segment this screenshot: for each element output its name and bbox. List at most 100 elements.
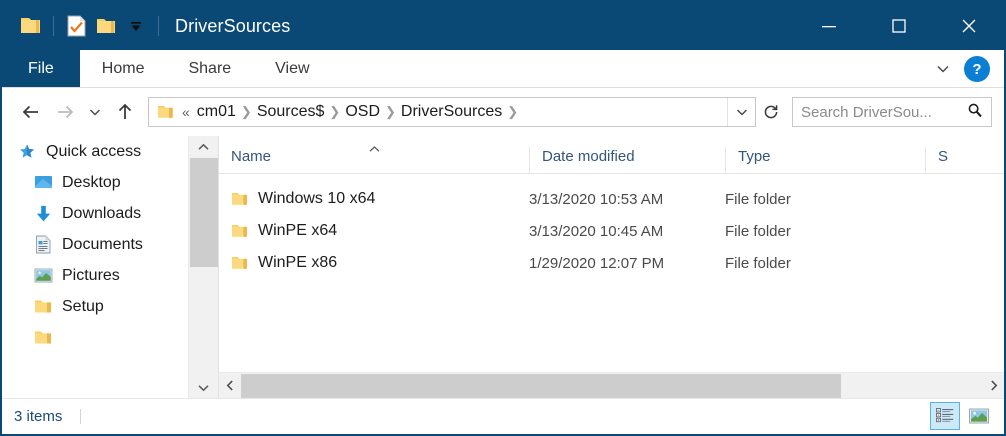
breadcrumb[interactable]: « cm01 ❯ Sources$ ❯ OSD ❯ DriverSources … — [148, 97, 756, 127]
file-name-label: WinPE x64 — [258, 222, 338, 239]
sidebar-item-label: Downloads — [62, 204, 142, 222]
window-title: DriverSources — [175, 15, 291, 36]
breadcrumb-dropdown-chevron-icon[interactable] — [727, 98, 755, 126]
tab-share[interactable]: Share — [188, 59, 232, 77]
navigation-pane: Quick access Desktop — [2, 136, 218, 398]
maximize-icon[interactable] — [864, 2, 934, 50]
date-modified-cell: 3/13/2020 10:53 AM — [529, 190, 664, 208]
breadcrumb-item-cm01[interactable]: cm01 — [196, 103, 236, 120]
properties-icon[interactable] — [61, 11, 91, 41]
column-headers: Name Date modified Type S — [219, 136, 1004, 174]
folder-icon — [32, 298, 54, 315]
file-name-cell[interactable]: WinPE x86 — [219, 254, 529, 272]
search-icon[interactable] — [967, 102, 983, 123]
table-row[interactable]: WinPE x64 3/13/2020 10:45 AM File folder — [219, 215, 1004, 247]
breadcrumb-item-osd[interactable]: OSD — [345, 103, 380, 120]
column-header-label: Type — [738, 147, 771, 165]
sidebar-item-documents[interactable]: Documents — [2, 229, 218, 260]
arrow-left-icon[interactable] — [14, 95, 48, 129]
refresh-icon[interactable] — [756, 97, 786, 127]
chevron-down-icon[interactable] — [189, 376, 219, 398]
column-header-name[interactable]: Name — [219, 145, 529, 173]
quick-access-toolbar: DriverSources — [2, 11, 290, 41]
folder-icon — [16, 11, 46, 41]
customize-qat-chevron-icon[interactable] — [121, 11, 151, 41]
close-icon[interactable] — [934, 2, 1004, 50]
file-list-pane: Name Date modified Type S — [218, 136, 1004, 398]
sidebar-item-downloads[interactable]: Downloads — [2, 198, 218, 229]
chevron-right-icon[interactable]: ❯ — [385, 104, 396, 119]
chevron-up-icon[interactable] — [189, 136, 219, 158]
star-icon — [16, 143, 38, 161]
search-placeholder: Search DriverSou... — [801, 103, 932, 121]
chevron-right-icon[interactable]: ❯ — [507, 104, 519, 119]
type-cell: File folder — [725, 254, 791, 272]
arrow-up-icon[interactable] — [108, 95, 142, 129]
item-count-label: 3 items — [14, 408, 63, 425]
table-row[interactable]: WinPE x86 1/29/2020 12:07 PM File folder — [219, 247, 1004, 279]
sidebar-item-setup[interactable]: Setup — [2, 291, 218, 322]
view-mode-buttons — [930, 402, 994, 430]
chevron-right-icon[interactable]: ❯ — [240, 104, 252, 119]
file-name-cell[interactable]: WinPE x64 — [219, 222, 529, 240]
tab-file[interactable]: File — [2, 50, 80, 87]
large-icons-view-button[interactable] — [964, 402, 994, 430]
scrollbar-track[interactable] — [241, 373, 982, 399]
address-bar: « cm01 ❯ Sources$ ❯ OSD ❯ DriverSources … — [2, 88, 1004, 136]
column-header-label: Date modified — [542, 147, 635, 165]
sidebar-item-label: Pictures — [62, 266, 120, 284]
file-list-horizontal-scrollbar[interactable] — [219, 372, 1004, 398]
chevron-left-icon[interactable] — [219, 373, 241, 399]
sidebar-item-label: Desktop — [62, 173, 121, 191]
title-bar: DriverSources — [2, 2, 1004, 50]
file-name-cell[interactable]: Windows 10 x64 — [219, 190, 529, 208]
column-header-size[interactable]: S — [925, 147, 1004, 173]
caret-up-icon — [219, 145, 529, 153]
scrollbar-thumb[interactable] — [189, 158, 218, 267]
explorer-body: Quick access Desktop — [2, 136, 1004, 398]
toolbar-divider — [53, 16, 54, 36]
sidebar-item-partial-clipped[interactable] — [2, 322, 218, 353]
sidebar-item-label: Quick access — [46, 142, 142, 160]
file-name-label: WinPE x86 — [258, 254, 338, 271]
breadcrumb-item-sources[interactable]: Sources$ — [256, 103, 325, 120]
scrollbar-track[interactable] — [189, 158, 219, 376]
type-cell: File folder — [725, 222, 791, 240]
column-header-date-modified[interactable]: Date modified — [529, 147, 725, 173]
folder-icon — [149, 104, 180, 120]
details-view-button[interactable] — [930, 402, 960, 430]
download-icon — [32, 205, 54, 223]
minimize-icon[interactable] — [794, 2, 864, 50]
type-cell: File folder — [725, 190, 791, 208]
table-row[interactable]: Windows 10 x64 3/13/2020 10:53 AM File f… — [219, 183, 1004, 215]
window-controls — [794, 2, 1004, 50]
new-folder-icon[interactable] — [91, 11, 121, 41]
scrollbar-thumb[interactable] — [241, 373, 842, 398]
search-input[interactable]: Search DriverSou... — [792, 97, 992, 127]
chevron-down-icon[interactable] — [926, 52, 960, 86]
navigation-pane-scrollbar[interactable] — [188, 136, 218, 398]
arrow-right-icon — [48, 95, 82, 129]
chevron-right-icon[interactable]: ❯ — [329, 104, 341, 119]
recent-locations-chevron-icon[interactable] — [82, 95, 108, 129]
date-modified-cell: 1/29/2020 12:07 PM — [529, 254, 665, 272]
date-modified-cell: 3/13/2020 10:45 AM — [529, 222, 664, 240]
folder-icon — [231, 255, 248, 271]
breadcrumb-item-driversources[interactable]: DriverSources — [400, 103, 503, 120]
sidebar-item-desktop[interactable]: Desktop — [2, 167, 218, 198]
tab-home[interactable]: Home — [101, 59, 145, 77]
folder-icon — [32, 329, 54, 346]
help-button[interactable]: ? — [964, 56, 990, 82]
desktop-icon — [32, 174, 54, 191]
sidebar-item-quick-access[interactable]: Quick access — [2, 136, 218, 167]
folder-icon — [231, 191, 248, 207]
column-header-type[interactable]: Type — [725, 147, 925, 173]
breadcrumb-overflow[interactable]: « — [182, 104, 190, 120]
tab-view[interactable]: View — [275, 59, 310, 77]
chevron-right-icon[interactable] — [982, 373, 1004, 399]
picture-icon — [32, 267, 54, 284]
document-icon — [32, 235, 54, 254]
sidebar-item-pictures[interactable]: Pictures — [2, 260, 218, 291]
sidebar-item-label: Documents — [62, 235, 143, 253]
